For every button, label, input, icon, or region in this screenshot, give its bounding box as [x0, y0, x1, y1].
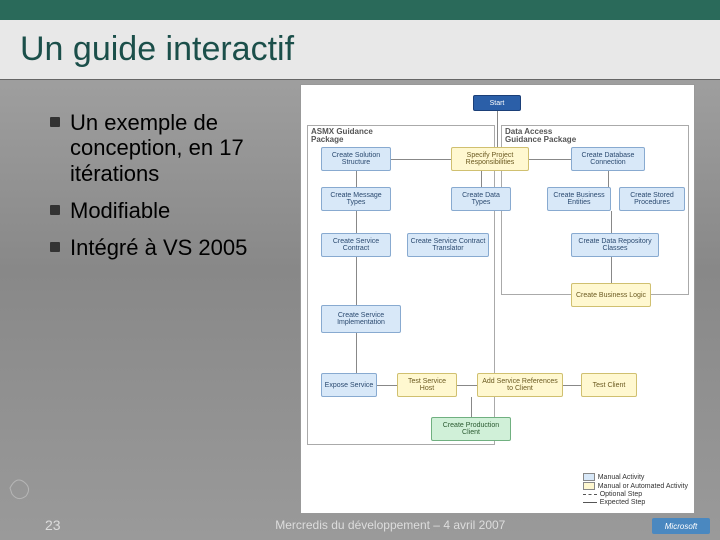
legend-item: Manual or Automated Activity: [583, 482, 688, 490]
bullet-item: Un exemple de conception, en 17 itératio…: [50, 110, 290, 186]
flow-node: Create Service Implementation: [321, 305, 401, 333]
flow-node: Create Data Repository Classes: [571, 233, 659, 257]
flow-node: Create Database Connection: [571, 147, 645, 171]
flow-edge: [611, 211, 612, 233]
flow-node: Create Production Client: [431, 417, 511, 441]
flow-node: Create Data Types: [451, 187, 511, 211]
flow-edge: [391, 159, 451, 160]
legend-label: Manual or Automated Activity: [598, 483, 688, 490]
flow-node: Start: [473, 95, 521, 111]
legend-label: Manual Activity: [598, 474, 645, 481]
slide-title: Un guide interactif: [20, 30, 294, 69]
bullet-icon: [50, 117, 60, 127]
flowchart-diagram: ASMX Guidance Package Data Access Guidanc…: [300, 84, 695, 514]
title-band: Un guide interactif: [0, 20, 720, 80]
flow-edge: [356, 171, 357, 187]
bullet-text: Un exemple de conception, en 17 itératio…: [70, 110, 290, 186]
top-band: [0, 0, 720, 20]
flow-node: Specify Project Responsibilities: [451, 147, 529, 171]
flow-edge: [608, 171, 609, 187]
flow-node: Test Client: [581, 373, 637, 397]
legend-line: [583, 494, 597, 495]
flow-edge: [377, 385, 397, 386]
legend-label: Expected Step: [600, 499, 646, 506]
flow-edge: [356, 211, 357, 233]
flow-edge: [563, 385, 581, 386]
flow-edge: [471, 397, 472, 417]
flow-node: Create Business Logic: [571, 283, 651, 307]
flow-node: Create Message Types: [321, 187, 391, 211]
package-box: ASMX Guidance Package: [307, 125, 495, 445]
flow-node: Create Service Contract: [321, 233, 391, 257]
legend: Manual Activity Manual or Automated Activ…: [583, 473, 688, 507]
slide: Un guide interactif Un exemple de concep…: [0, 0, 720, 540]
flow-edge: [457, 385, 477, 386]
bullet-item: Modifiable: [50, 198, 290, 223]
flow-edge: [611, 257, 612, 283]
footer-text: Mercredis du développement – 4 avril 200…: [275, 518, 505, 532]
bullet-text: Modifiable: [70, 198, 170, 223]
flow-edge: [497, 111, 498, 147]
legend-swatch: [583, 482, 595, 490]
flow-node: Add Service References to Client: [477, 373, 563, 397]
bullet-item: Intégré à VS 2005: [50, 235, 290, 260]
footer: 23 Mercredis du développement – 4 avril …: [0, 510, 720, 540]
flow-node: Create Stored Procedures: [619, 187, 685, 211]
flow-edge: [356, 333, 357, 373]
flow-edge: [481, 171, 482, 187]
bullet-text: Intégré à VS 2005: [70, 235, 247, 260]
decor-icon: [6, 472, 38, 504]
flow-node: Test Service Host: [397, 373, 457, 397]
bullet-icon: [50, 205, 60, 215]
flow-edge: [356, 257, 357, 305]
legend-item: Manual Activity: [583, 473, 688, 481]
microsoft-logo: Microsoft: [652, 518, 710, 534]
flow-node: Expose Service: [321, 373, 377, 397]
flow-node: Create Service Contract Translator: [407, 233, 489, 257]
flow-edge: [529, 159, 571, 160]
legend-item: Expected Step: [583, 499, 688, 506]
content-row: Un exemple de conception, en 17 itératio…: [0, 80, 720, 500]
page-number: 23: [45, 517, 61, 533]
legend-label: Optional Step: [600, 491, 642, 498]
package-label: ASMX Guidance Package: [311, 128, 391, 144]
bullet-column: Un exemple de conception, en 17 itératio…: [0, 80, 300, 500]
bullet-list: Un exemple de conception, en 17 itératio…: [50, 110, 290, 260]
flow-node: Create Solution Structure: [321, 147, 391, 171]
legend-line: [583, 502, 597, 503]
flow-node: Create Business Entities: [547, 187, 611, 211]
bullet-icon: [50, 242, 60, 252]
legend-swatch: [583, 473, 595, 481]
legend-item: Optional Step: [583, 491, 688, 498]
package-label: Data Access Guidance Package: [505, 128, 585, 144]
diagram-column: ASMX Guidance Package Data Access Guidanc…: [300, 80, 700, 500]
